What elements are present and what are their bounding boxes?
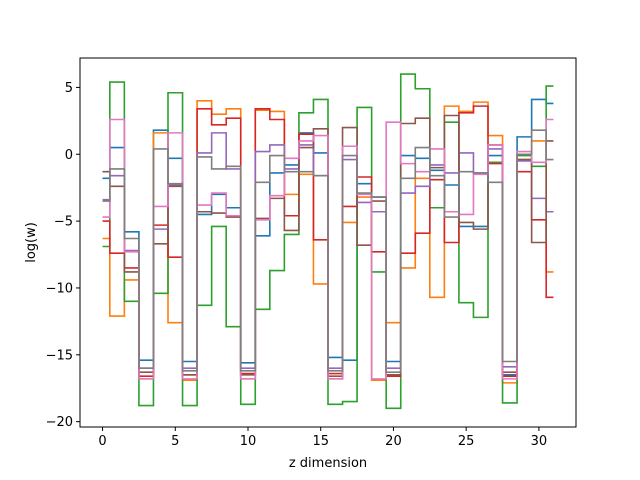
series-line-8: [102, 129, 554, 373]
y-tick-label: −15: [46, 348, 73, 363]
y-tick-label: −10: [46, 281, 73, 296]
x-tick-label: 25: [458, 434, 475, 449]
plot-frame: [79, 57, 577, 428]
series-layer: [102, 73, 554, 410]
y-tick-label: −5: [54, 215, 73, 230]
x-axis: 0 5 10 15 20 25 30: [98, 427, 547, 449]
x-tick-label: 10: [240, 434, 257, 449]
y-axis: −20 −15 −10 −5 0 5: [46, 81, 80, 430]
x-axis-label: z dimension: [289, 456, 367, 471]
y-tick-label: 5: [65, 81, 73, 96]
x-tick-label: 0: [98, 434, 106, 449]
x-tick-label: 15: [312, 434, 329, 449]
x-tick-label: 20: [385, 434, 402, 449]
x-tick-label: 5: [171, 434, 179, 449]
x-tick-label: 30: [531, 434, 548, 449]
y-tick-label: 0: [65, 148, 73, 163]
y-axis-label: log(w): [24, 222, 39, 263]
y-tick-label: −20: [46, 415, 73, 430]
